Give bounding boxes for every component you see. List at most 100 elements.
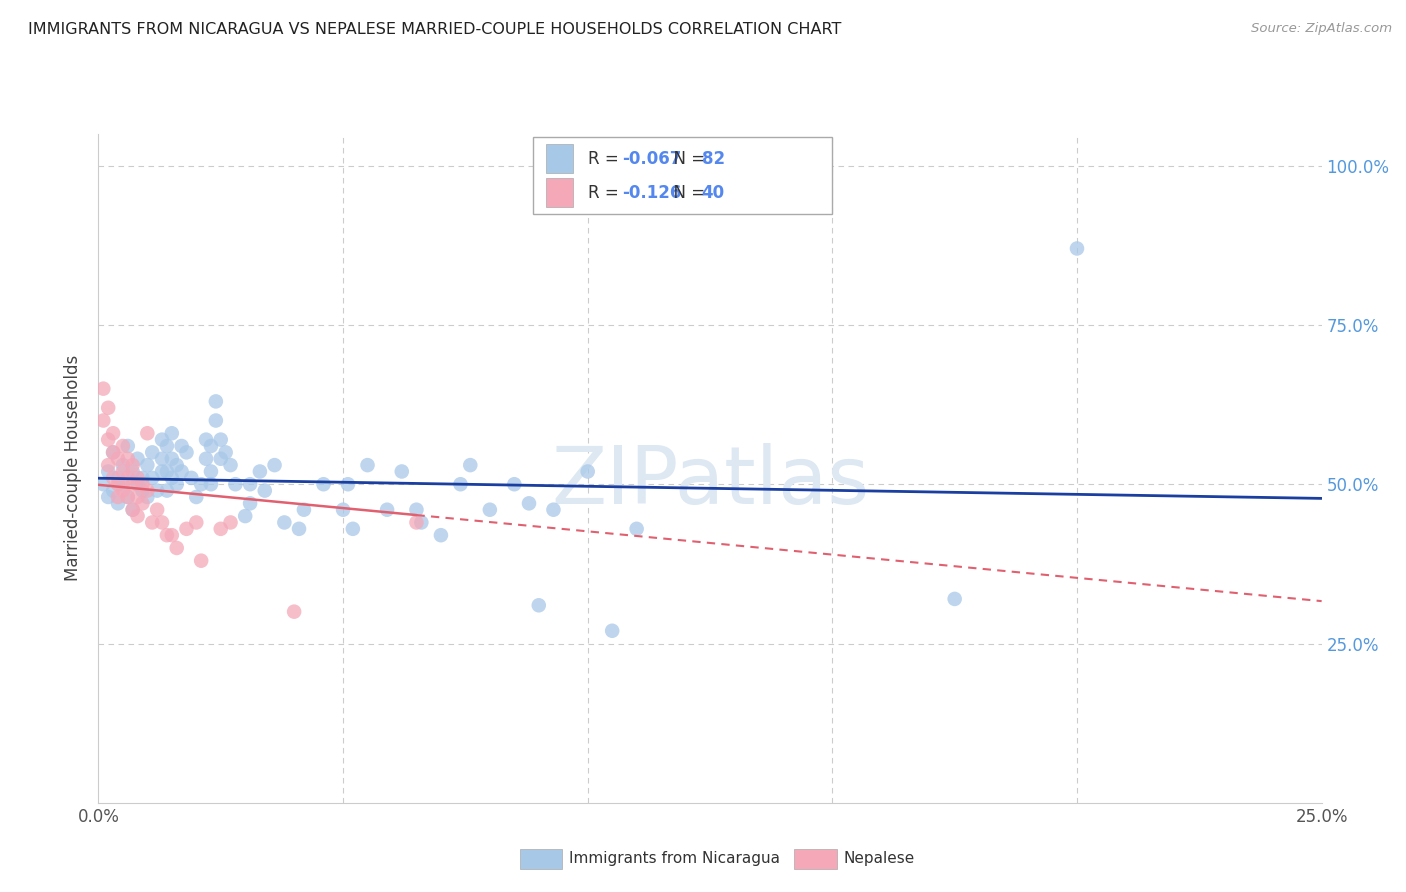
Point (107, 471, 129, 485)
Point (209, 433, 232, 447)
Text: -0.067: -0.067 (623, 150, 682, 168)
Point (219, 516, 242, 530)
Point (200, 465, 222, 479)
Point (141, 445, 163, 459)
Point (156, 465, 179, 479)
Text: N =: N = (662, 150, 710, 168)
Point (101, 426, 124, 441)
Point (160, 528, 183, 542)
Point (91, 413, 114, 427)
Point (205, 394, 228, 409)
Point (170, 465, 193, 479)
Point (200, 477, 222, 491)
Point (943, 591, 966, 606)
Point (233, 509, 256, 524)
Point (136, 426, 159, 441)
Point (136, 458, 159, 472)
Point (166, 477, 188, 491)
Point (111, 477, 134, 491)
Point (150, 451, 173, 466)
Point (121, 465, 143, 479)
Point (195, 451, 218, 466)
Point (263, 458, 285, 472)
Point (527, 599, 550, 613)
Point (253, 483, 276, 498)
Point (117, 490, 139, 504)
Point (127, 477, 149, 491)
Point (209, 451, 232, 466)
Point (107, 490, 129, 504)
Point (131, 471, 153, 485)
Point (117, 439, 139, 453)
Text: -0.126: -0.126 (623, 184, 682, 202)
Point (141, 516, 163, 530)
Point (186, 516, 208, 530)
Point (117, 471, 139, 485)
Point (131, 496, 153, 510)
Point (107, 496, 129, 510)
Y-axis label: Married-couple Households: Married-couple Households (65, 355, 83, 582)
Point (131, 477, 153, 491)
Point (543, 502, 565, 516)
Point (97, 458, 120, 472)
Point (249, 465, 271, 479)
Point (336, 477, 359, 491)
Point (127, 471, 149, 485)
Point (121, 477, 143, 491)
Point (186, 490, 208, 504)
Point (170, 439, 193, 453)
Point (97, 490, 120, 504)
Point (101, 471, 124, 485)
Point (292, 502, 315, 516)
Point (160, 471, 183, 485)
Point (101, 445, 124, 459)
Point (312, 477, 335, 491)
Point (478, 502, 501, 516)
Point (283, 605, 305, 619)
Text: R =: R = (588, 150, 624, 168)
Point (405, 502, 427, 516)
Point (150, 516, 173, 530)
Point (450, 477, 472, 491)
Point (141, 471, 163, 485)
Point (576, 465, 599, 479)
Point (273, 516, 295, 530)
Point (117, 451, 139, 466)
Point (156, 483, 179, 498)
Point (503, 477, 526, 491)
Point (375, 502, 398, 516)
Point (195, 433, 218, 447)
Point (97, 433, 120, 447)
Point (430, 528, 453, 542)
Point (146, 483, 169, 498)
Point (117, 490, 139, 504)
Point (411, 516, 433, 530)
Point (127, 509, 149, 524)
Point (458, 458, 481, 472)
Point (97, 401, 120, 415)
Point (111, 465, 134, 479)
Point (190, 477, 212, 491)
Point (97, 465, 120, 479)
Point (200, 439, 222, 453)
Text: R =: R = (588, 184, 624, 202)
Point (127, 490, 149, 504)
Text: 82: 82 (702, 150, 724, 168)
Point (156, 439, 179, 453)
Point (160, 451, 183, 466)
Point (160, 426, 183, 441)
Text: IMMIGRANTS FROM NICARAGUA VS NEPALESE MARRIED-COUPLE HOUSEHOLDS CORRELATION CHAR: IMMIGRANTS FROM NICARAGUA VS NEPALESE MA… (28, 22, 842, 37)
Point (391, 465, 413, 479)
Point (146, 502, 169, 516)
Point (166, 458, 188, 472)
Point (166, 541, 188, 555)
Point (288, 522, 311, 536)
Text: ZIPatlas: ZIPatlas (551, 442, 869, 521)
Text: Source: ZipAtlas.com: Source: ZipAtlas.com (1251, 22, 1392, 36)
Point (214, 445, 236, 459)
Point (107, 477, 129, 491)
Point (239, 477, 262, 491)
Point (111, 439, 134, 453)
Point (332, 502, 354, 516)
Point (150, 465, 173, 479)
